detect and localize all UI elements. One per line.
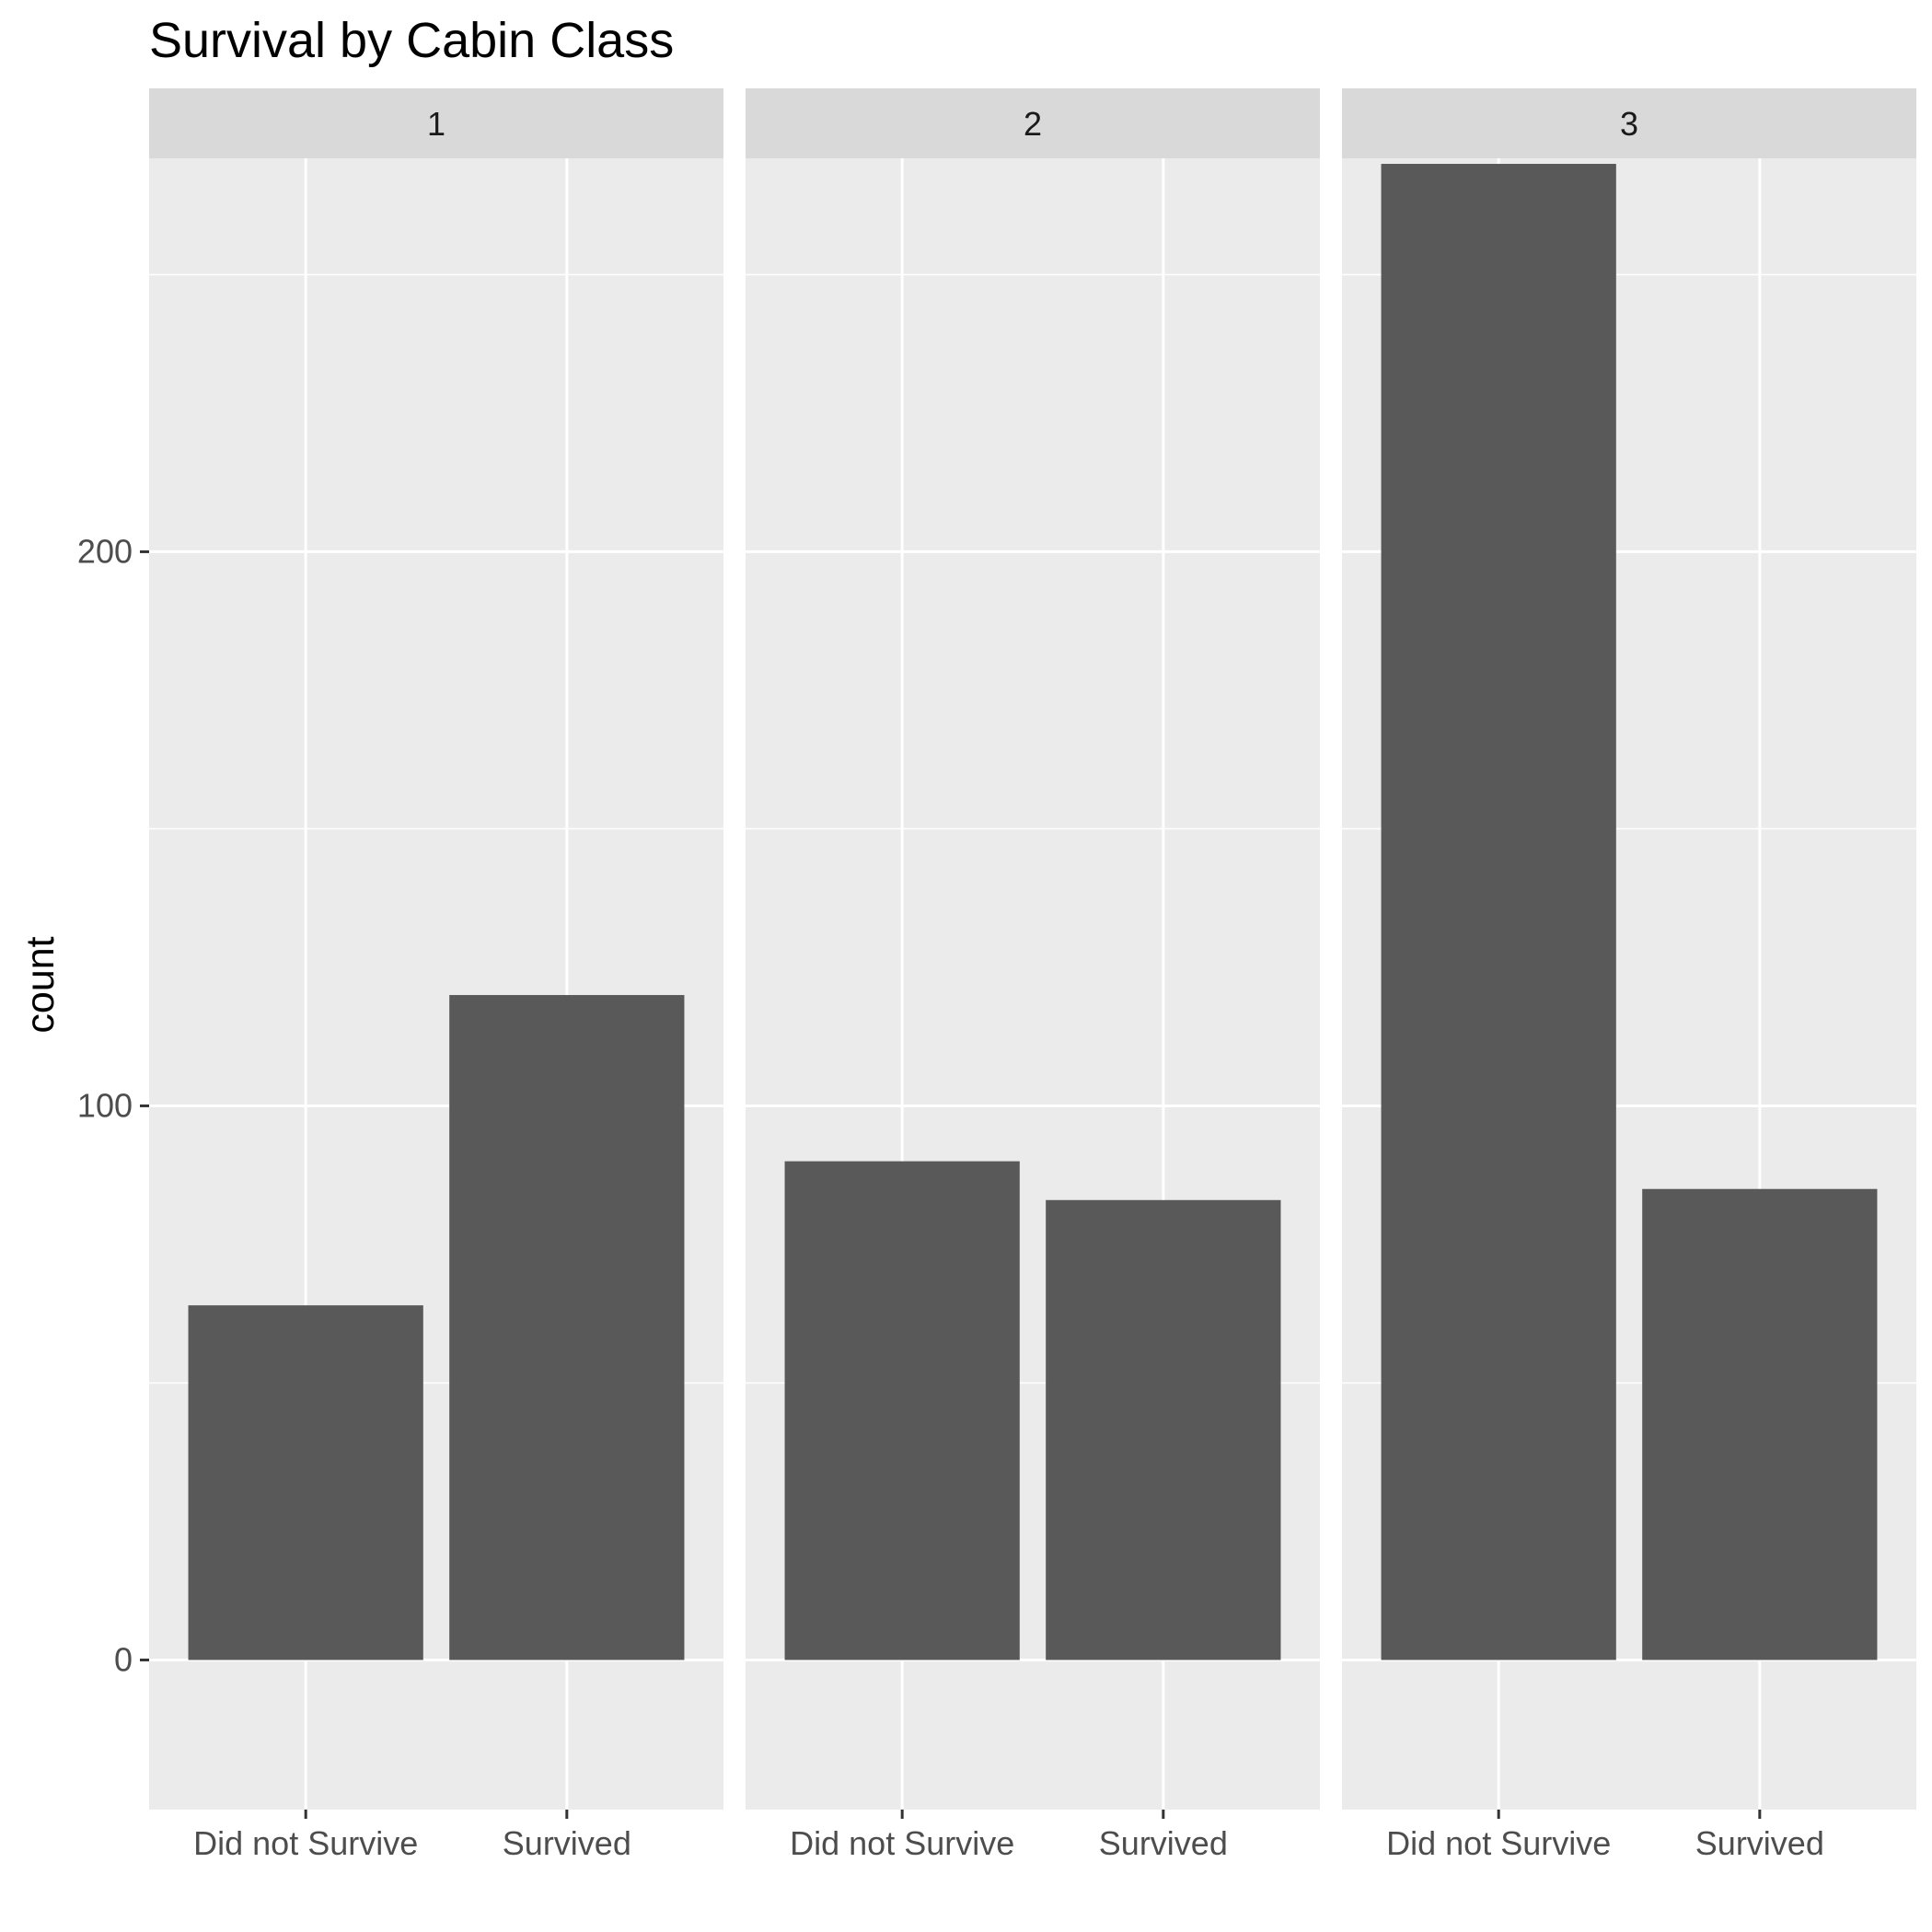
bar-survived [1642, 1188, 1878, 1660]
x-tick-label: Survived [503, 1824, 631, 1862]
y-axis: 0 100 200 [77, 532, 149, 1678]
y-tick-label: 100 [77, 1086, 133, 1124]
facet-strip-label: 2 [1024, 105, 1042, 143]
facet-strip [1342, 88, 1916, 158]
x-tick-label: Did not Survive [193, 1824, 418, 1862]
y-axis-label: count [18, 936, 63, 1033]
facet-strip-label: 1 [427, 105, 445, 143]
y-tick-label: 200 [77, 532, 133, 570]
facet-panel-3: 3 Did not Survive Survived [1342, 88, 1916, 1862]
facet-panels: 1 Did not Survive Survived 2 Did not Survive… [149, 88, 1916, 1862]
bar-did-not-survive [784, 1161, 1020, 1660]
bar-survived [1046, 1199, 1281, 1660]
bar-survived [449, 995, 685, 1660]
x-tick-label: Did not Survive [1386, 1824, 1611, 1862]
x-tick-label: Did not Survive [790, 1824, 1014, 1862]
bar-did-not-survive [1381, 164, 1616, 1660]
bar-did-not-survive [188, 1305, 423, 1660]
chart-title: Survival by Cabin Class [149, 13, 674, 68]
facet-strip-label: 3 [1620, 105, 1638, 143]
x-tick-label: Survived [1099, 1824, 1228, 1862]
facet-strip [149, 88, 723, 158]
facet-panel-2: 2 Did not Survive Survived [746, 88, 1320, 1862]
facet-strip [746, 88, 1320, 158]
y-tick-label: 0 [114, 1640, 133, 1678]
x-tick-label: Survived [1695, 1824, 1824, 1862]
facet-panel-1: 1 Did not Survive Survived [149, 88, 723, 1862]
